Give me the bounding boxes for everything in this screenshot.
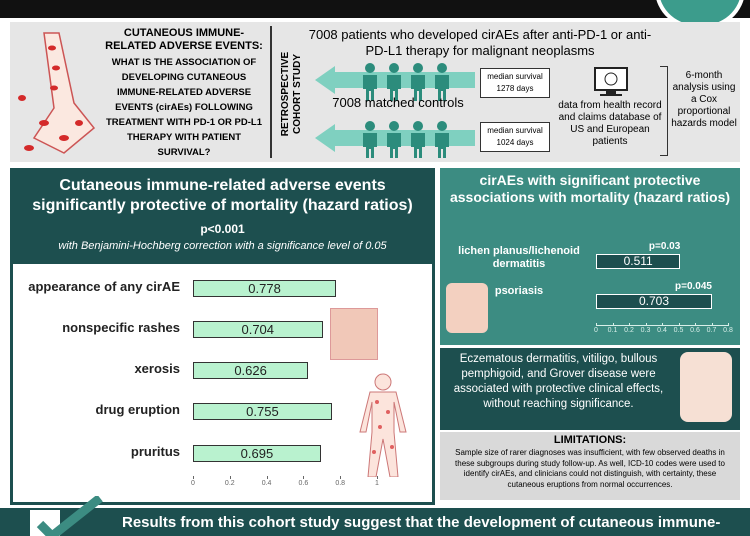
tick-mark xyxy=(612,323,614,326)
bar xyxy=(193,361,309,379)
bar xyxy=(193,444,321,462)
computer-icon xyxy=(594,67,628,96)
bottom-band xyxy=(0,508,750,536)
value-label: 0.626 xyxy=(234,362,267,378)
tick-mark xyxy=(662,323,663,326)
chart-note: with Benjamini-Hochberg correction with … xyxy=(58,240,387,252)
limitations-title: LIMITATIONS: xyxy=(553,434,627,446)
x-tick-label: 0.6 xyxy=(690,327,700,334)
tick-mark xyxy=(377,476,378,479)
analysis: 6-month analysis using a Cox proportiona… xyxy=(671,70,737,129)
chart-panel-2 xyxy=(440,168,740,345)
cases-text: 7008 patients who developed cirAEs after… xyxy=(308,27,652,58)
x-tick-label: 0.8 xyxy=(723,327,733,334)
x-tick-label: 0.2 xyxy=(224,480,235,487)
value-label: 0.703 xyxy=(638,294,669,308)
bar xyxy=(193,320,323,338)
header-question: WHAT IS THE ASSOCIATION OF DEVELOPING CU… xyxy=(105,57,263,158)
x-tick-label: 0.1 xyxy=(607,327,618,334)
bar xyxy=(596,253,681,269)
x-tick-label: 0.2 xyxy=(624,327,634,334)
tick-mark xyxy=(645,323,647,326)
p-value: p=0.03 xyxy=(648,240,681,252)
x-tick-label: 0.4 xyxy=(657,327,667,334)
value-label: 0.695 xyxy=(240,445,274,461)
category-label: xerosis xyxy=(134,361,180,376)
cases-survival: median survival 1278 days xyxy=(480,68,550,98)
tick-mark xyxy=(229,476,231,479)
limitations-text: Sample size of rarer diagnoses was insuf… xyxy=(455,448,725,489)
conclusion: Results from this cohort study suggest t… xyxy=(122,514,721,531)
controls-text: 7008 matched controls xyxy=(332,95,464,110)
category-label: pruritus xyxy=(130,444,180,459)
bar xyxy=(193,402,332,420)
value-label: 0.778 xyxy=(248,280,281,296)
skin-photo xyxy=(330,308,378,360)
category-label: psoriasis xyxy=(494,285,544,297)
chart-subtitle: p<0.001 xyxy=(200,222,245,236)
tick-mark xyxy=(629,323,630,326)
category-label: drug eruption xyxy=(95,402,181,417)
category-label: appearance of any cirAE xyxy=(28,279,180,294)
chart-title-2: cirAEs with significant protective assoc… xyxy=(449,172,731,205)
nonsignificant-note: Eczematous dermatitis, vitiligo, bullous… xyxy=(453,353,664,410)
tick-mark xyxy=(728,323,729,326)
value-label: 0.755 xyxy=(246,403,279,419)
limitations-panel xyxy=(440,432,740,500)
category-label: lichen planus/lichenoid dermatitis xyxy=(458,245,580,270)
x-tick-label: 0 xyxy=(594,327,598,334)
p-value: p=0.045 xyxy=(675,280,712,292)
top-band xyxy=(0,0,750,18)
header-title: CUTANEOUS IMMUNE-RELATED ADVERSE EVENTS: xyxy=(105,27,263,52)
x-tick-label: 1 xyxy=(375,480,379,487)
bar xyxy=(193,279,337,297)
tick-mark xyxy=(266,476,268,479)
category-label: nonspecific rashes xyxy=(62,320,180,335)
tick-mark xyxy=(596,323,597,326)
data-source: data from health record and claims datab… xyxy=(558,100,662,147)
tick-mark xyxy=(303,476,305,479)
body-illustration xyxy=(359,373,407,477)
tick-mark xyxy=(711,323,713,326)
value-label: 0.704 xyxy=(241,321,275,337)
x-tick-label: 0.5 xyxy=(673,327,684,334)
tick-mark xyxy=(695,323,696,326)
x-tick-label: 0.3 xyxy=(640,327,651,334)
tick-mark xyxy=(678,323,680,326)
x-tick-label: 0 xyxy=(191,480,195,487)
bracket xyxy=(660,66,668,156)
chart-title: Cutaneous immune-related adverse events … xyxy=(32,177,413,214)
hand-illustration xyxy=(18,32,96,154)
tick-mark xyxy=(340,476,342,479)
controls-survival: median survival 1024 days xyxy=(480,122,550,152)
x-tick-label: 0.7 xyxy=(706,327,717,334)
skin-photo-3 xyxy=(680,352,732,422)
divider xyxy=(270,26,272,158)
tick-mark xyxy=(193,476,194,479)
chart-header xyxy=(10,168,435,264)
x-tick-label: 0.8 xyxy=(335,480,346,487)
skin-photo-2 xyxy=(446,283,488,333)
x-tick-label: 0.6 xyxy=(298,480,309,487)
bar xyxy=(596,293,712,309)
value-label: 0.511 xyxy=(623,254,653,268)
cohort-icons xyxy=(315,63,475,158)
x-tick-label: 0.4 xyxy=(261,480,272,487)
check-icon xyxy=(30,496,103,536)
